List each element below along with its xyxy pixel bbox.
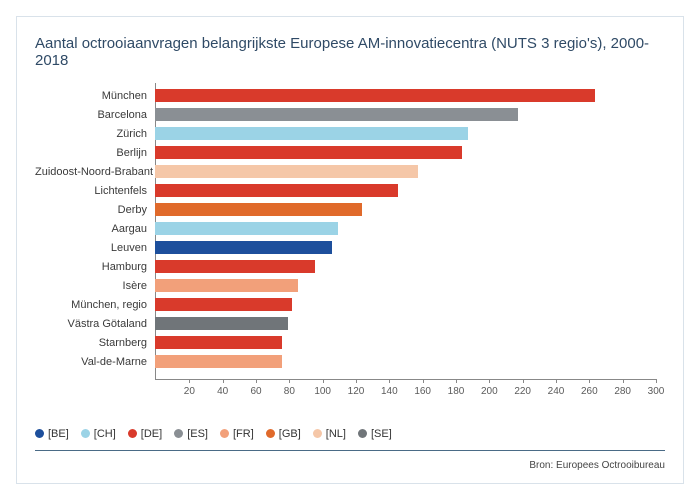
x-tick-label: 180	[448, 386, 465, 397]
x-tick	[456, 379, 457, 383]
x-tick	[289, 379, 290, 383]
x-tick-label: 40	[217, 386, 228, 397]
y-label: Isère	[35, 280, 147, 292]
x-tick-label: 20	[184, 386, 195, 397]
y-label: Lichtenfels	[35, 185, 147, 197]
y-label: Aargau	[35, 223, 147, 235]
x-tick	[556, 379, 557, 383]
bar	[155, 165, 418, 178]
y-label: Zuidoost-Noord-Brabant	[35, 166, 147, 178]
legend-item: [NL]	[313, 428, 346, 440]
x-tick	[189, 379, 190, 383]
x-tick-label: 60	[250, 386, 261, 397]
x-tick-label: 240	[548, 386, 565, 397]
y-label: Hamburg	[35, 261, 147, 273]
legend-item: [GB]	[266, 428, 301, 440]
x-tick	[256, 379, 257, 383]
divider	[35, 450, 665, 451]
x-tick-label: 300	[648, 386, 665, 397]
y-label: Val-de-Marne	[35, 356, 147, 368]
legend-item: [CH]	[81, 428, 116, 440]
legend-item: [BE]	[35, 428, 69, 440]
bar	[155, 298, 292, 311]
legend-swatch	[81, 429, 90, 438]
x-tick	[423, 379, 424, 383]
legend: [BE] [CH] [DE] [ES] [FR] [GB] [NL] [SE]	[35, 428, 404, 442]
legend-label: [BE]	[48, 428, 69, 440]
legend-swatch	[35, 429, 44, 438]
x-tick-label: 160	[414, 386, 431, 397]
legend-swatch	[174, 429, 183, 438]
legend-label: [CH]	[94, 428, 116, 440]
legend-swatch	[313, 429, 322, 438]
bar	[155, 203, 362, 216]
x-tick-label: 140	[381, 386, 398, 397]
legend-swatch	[266, 429, 275, 438]
bar	[155, 146, 462, 159]
chart-area: 2040608010012014016018020022024026028030…	[35, 83, 655, 413]
legend-swatch	[128, 429, 137, 438]
chart-title: Aantal octrooiaanvragen belangrijkste Eu…	[35, 35, 665, 69]
legend-swatch	[358, 429, 367, 438]
legend-label: [GB]	[279, 428, 301, 440]
bar	[155, 127, 468, 140]
legend-swatch	[220, 429, 229, 438]
x-tick-label: 100	[314, 386, 331, 397]
y-label: München	[35, 90, 147, 102]
x-tick	[389, 379, 390, 383]
y-label: Starnberg	[35, 337, 147, 349]
y-label: Berlijn	[35, 147, 147, 159]
x-tick-label: 260	[581, 386, 598, 397]
y-label: Derby	[35, 204, 147, 216]
legend-item: [DE]	[128, 428, 162, 440]
y-label: Västra Götaland	[35, 318, 147, 330]
bar	[155, 222, 338, 235]
x-tick	[489, 379, 490, 383]
legend-item: [ES]	[174, 428, 208, 440]
bar	[155, 108, 518, 121]
bar	[155, 336, 282, 349]
x-tick	[223, 379, 224, 383]
x-tick-label: 220	[514, 386, 531, 397]
legend-label: [SE]	[371, 428, 392, 440]
y-label: Zürich	[35, 128, 147, 140]
chart-frame: Aantal octrooiaanvragen belangrijkste Eu…	[16, 16, 684, 484]
legend-item: [SE]	[358, 428, 392, 440]
x-tick	[623, 379, 624, 383]
legend-label: [FR]	[233, 428, 254, 440]
x-tick	[589, 379, 590, 383]
x-tick	[656, 379, 657, 383]
y-label: Barcelona	[35, 109, 147, 121]
legend-label: [DE]	[141, 428, 162, 440]
bar	[155, 260, 315, 273]
bar	[155, 355, 282, 368]
legend-item: [FR]	[220, 428, 254, 440]
bar	[155, 317, 288, 330]
bar	[155, 279, 298, 292]
y-label: München, regio	[35, 299, 147, 311]
x-tick-label: 280	[614, 386, 631, 397]
bar	[155, 89, 595, 102]
x-tick	[356, 379, 357, 383]
x-tick	[523, 379, 524, 383]
legend-label: [ES]	[187, 428, 208, 440]
source-label: Bron: Europees Octrooibureau	[529, 460, 665, 471]
x-tick-label: 200	[481, 386, 498, 397]
bar	[155, 241, 332, 254]
x-tick-label: 80	[284, 386, 295, 397]
y-label: Leuven	[35, 242, 147, 254]
legend-label: [NL]	[326, 428, 346, 440]
x-tick	[323, 379, 324, 383]
x-tick-label: 120	[348, 386, 365, 397]
bar	[155, 184, 398, 197]
